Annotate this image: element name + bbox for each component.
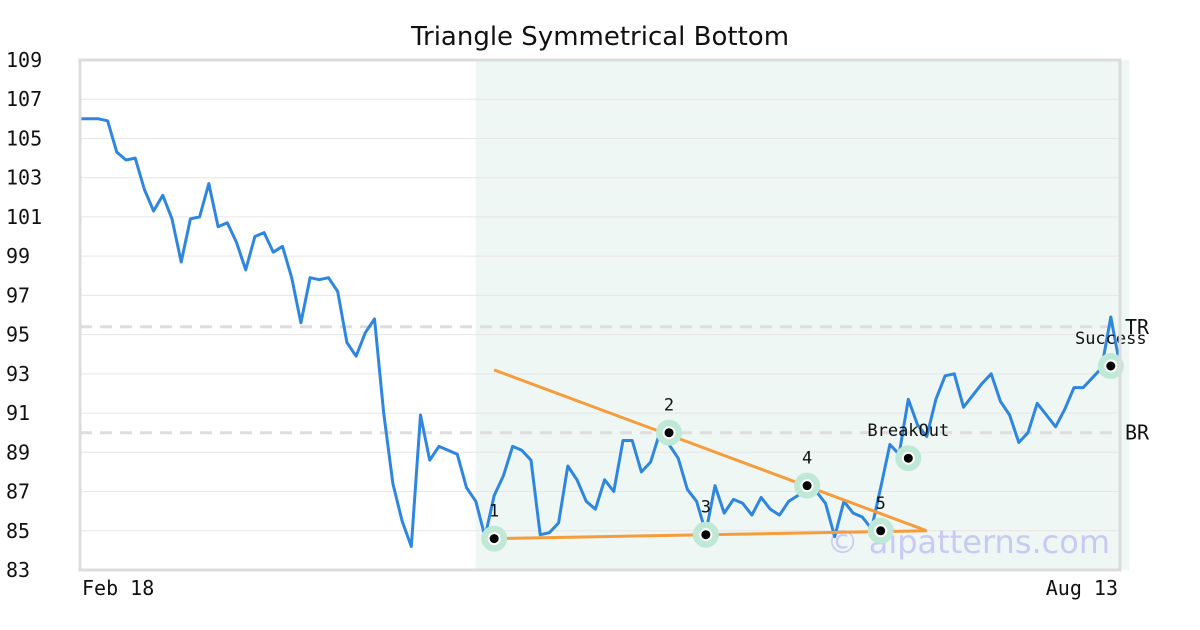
pattern-point-label: 2 xyxy=(664,396,674,416)
pattern-point-label: 5 xyxy=(876,494,886,514)
chart-title: Triangle Symmetrical Bottom xyxy=(410,22,790,52)
pattern-point xyxy=(699,528,713,542)
y-axis-ticks: 83 85 87 89 91 93 95 97 99 101 103 105 107 109 xyxy=(6,48,42,582)
y-tick-label: 83 xyxy=(6,558,30,582)
pattern-point-label: Success xyxy=(1075,329,1147,349)
pattern-point xyxy=(487,532,501,546)
y-tick-label: 87 xyxy=(6,480,30,504)
pattern-point-label: BreakOut xyxy=(867,421,949,441)
grid-layer xyxy=(80,59,1120,571)
price-series-line xyxy=(80,117,1122,548)
y-tick-label: 97 xyxy=(6,283,30,307)
pattern-point xyxy=(901,451,915,465)
pattern-point-label: 4 xyxy=(802,449,812,469)
y-tick-label: 101 xyxy=(6,205,42,229)
pattern-point xyxy=(874,524,888,538)
pattern-points-layer: 1 2 3 4 5 BreakOut Success xyxy=(481,329,1147,552)
y-tick-label: 109 xyxy=(6,48,42,72)
y-tick-label: 105 xyxy=(6,126,42,150)
y-tick-label: 95 xyxy=(6,323,30,347)
y-tick-label: 103 xyxy=(6,166,42,190)
pattern-point xyxy=(800,479,814,493)
y-tick-label: 107 xyxy=(6,87,42,111)
series-layer xyxy=(80,117,1122,548)
reference-line-label: TR xyxy=(1125,315,1150,339)
y-tick-label: 89 xyxy=(6,440,30,464)
trendline xyxy=(493,368,928,533)
x-axis-ticks: Feb 18 Aug 13 xyxy=(82,576,1118,600)
reference-line-label: BR xyxy=(1125,421,1150,445)
pattern-point xyxy=(1104,359,1118,373)
y-tick-label: 99 xyxy=(6,244,30,268)
pattern-point-label: 3 xyxy=(701,498,711,518)
x-tick-label: Feb 18 xyxy=(82,576,154,600)
y-tick-label: 93 xyxy=(6,362,30,386)
pattern-point xyxy=(662,426,676,440)
y-tick-label: 91 xyxy=(6,401,30,425)
x-tick-label: Aug 13 xyxy=(1046,576,1118,600)
reference-lines-layer: TR BR xyxy=(80,315,1150,445)
plot-frame xyxy=(78,58,1122,572)
y-tick-label: 85 xyxy=(6,519,30,543)
pattern-point-label: 1 xyxy=(489,502,499,522)
